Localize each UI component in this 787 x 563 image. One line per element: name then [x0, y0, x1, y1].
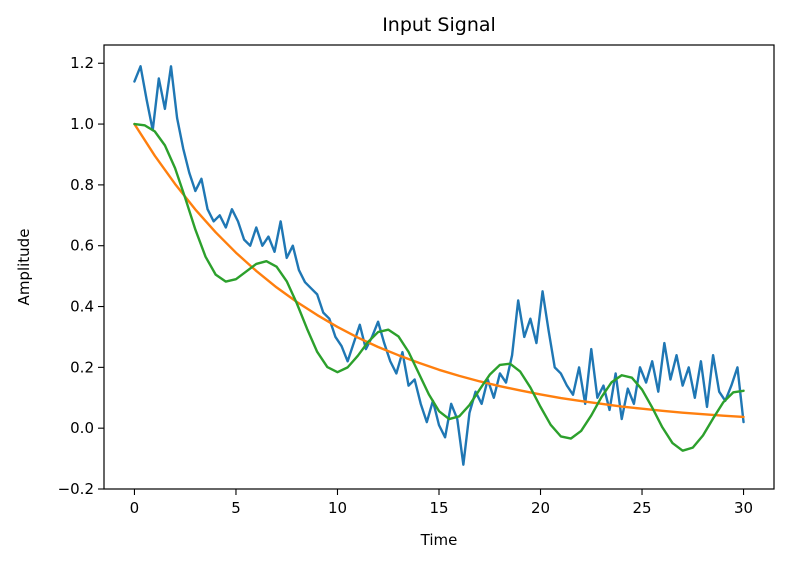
- x-tick-label: 0: [130, 499, 140, 517]
- x-axis-label: Time: [420, 531, 458, 549]
- y-tick-label: 1.2: [70, 54, 94, 72]
- x-tick-label: 5: [231, 499, 241, 517]
- series-line-damped-oscillation: [133, 122, 745, 452]
- x-tick-label: 15: [429, 499, 448, 517]
- y-axis: −0.2 0.0 0.2 0.4 0.6 0.8 1.0 1.2: [58, 54, 104, 498]
- y-axis-label: Amplitude: [15, 229, 33, 306]
- y-tick-label: 0.4: [70, 298, 94, 316]
- x-tick-label: 10: [328, 499, 347, 517]
- y-tick-label: 1.0: [70, 115, 94, 133]
- chart-title: Input Signal: [382, 14, 496, 36]
- x-tick-label: 20: [531, 499, 550, 517]
- y-tick-label: −0.2: [58, 480, 94, 498]
- x-tick-label: 30: [734, 499, 753, 517]
- y-tick-label: 0.2: [70, 358, 94, 376]
- series-line-noisy: [133, 65, 745, 466]
- x-axis: 0 5 10 15 20 25 30: [130, 489, 753, 517]
- y-tick-label: 0.6: [70, 237, 94, 255]
- y-tick-label: 0.8: [70, 176, 94, 194]
- series-layer: [133, 65, 745, 466]
- x-tick-label: 25: [632, 499, 651, 517]
- y-tick-label: 0.0: [70, 419, 94, 437]
- series-line-exponential: [133, 122, 745, 419]
